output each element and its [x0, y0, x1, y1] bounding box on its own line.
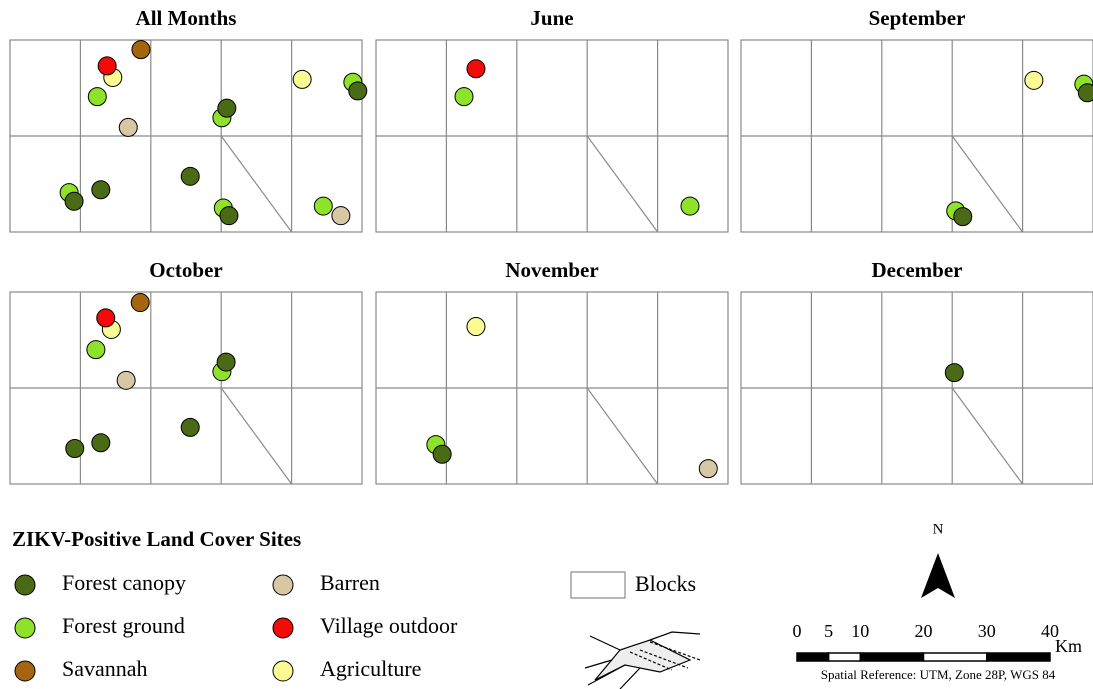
block-line	[587, 388, 657, 484]
panel-title: September	[869, 6, 966, 30]
site	[181, 167, 199, 185]
legend-label: Forest ground	[62, 613, 185, 638]
site	[66, 439, 84, 457]
site	[954, 208, 972, 226]
site	[97, 309, 115, 327]
scale-segment	[860, 653, 923, 661]
scale-unit: Km	[1055, 636, 1082, 656]
panel-title: All Months	[136, 6, 237, 30]
north-label: N	[933, 521, 944, 537]
site	[681, 197, 699, 215]
scale-segment	[987, 653, 1050, 661]
legend-label: Agriculture	[320, 656, 421, 681]
site	[218, 99, 236, 117]
legend-swatch	[273, 661, 293, 681]
site	[699, 460, 717, 478]
blocks-swatch	[571, 572, 625, 598]
mosquito-icon	[585, 632, 700, 689]
site	[87, 341, 105, 359]
legend-swatch	[15, 618, 35, 638]
scale-label: 10	[851, 621, 869, 641]
panel-title: June	[530, 6, 573, 30]
site	[433, 445, 451, 463]
site	[1025, 71, 1043, 89]
site	[88, 88, 106, 106]
legend-swatch	[273, 575, 293, 595]
legend-label: Forest canopy	[62, 570, 186, 595]
site	[945, 364, 963, 382]
legend-label: Village outdoor	[320, 613, 458, 638]
scale-label: 20	[915, 621, 933, 641]
site	[314, 197, 332, 215]
site	[92, 181, 110, 199]
site	[117, 371, 135, 389]
scale-label: 30	[978, 621, 996, 641]
site	[131, 294, 149, 312]
scale-segment	[797, 653, 829, 661]
block-line	[221, 388, 291, 484]
site	[467, 60, 485, 78]
map-figure: ZIKV-Positive Land Cover Sites Blocks N …	[0, 0, 1093, 689]
panel-title: November	[505, 258, 598, 282]
site	[455, 88, 473, 106]
block-line	[587, 136, 657, 232]
site	[132, 41, 150, 59]
legend-title: ZIKV-Positive Land Cover Sites	[12, 527, 301, 551]
site	[217, 353, 235, 371]
scale-label: 5	[824, 621, 833, 641]
site	[332, 207, 350, 225]
scale-segment	[924, 653, 987, 661]
scale-segment	[829, 653, 861, 661]
panel-title: December	[872, 258, 963, 282]
legend-swatch	[15, 661, 35, 681]
spatial-reference: Spatial Reference: UTM, Zone 28P, WGS 84	[821, 667, 1056, 682]
legend-swatch	[15, 575, 35, 595]
scale-label: 40	[1041, 621, 1059, 641]
legend-label: Barren	[320, 570, 380, 595]
panel-title: October	[149, 258, 222, 282]
site	[98, 57, 116, 75]
site	[467, 318, 485, 336]
blocks-label: Blocks	[635, 571, 696, 596]
legend-swatch	[273, 618, 293, 638]
site	[92, 434, 110, 452]
site	[1078, 84, 1093, 102]
site	[349, 82, 367, 100]
north-arrow	[921, 553, 955, 598]
legend-label: Savannah	[62, 656, 148, 681]
site	[119, 118, 137, 136]
site	[293, 70, 311, 88]
block-line	[952, 388, 1022, 484]
site	[181, 418, 199, 436]
site	[65, 192, 83, 210]
scale-label: 0	[793, 621, 802, 641]
site	[220, 207, 238, 225]
